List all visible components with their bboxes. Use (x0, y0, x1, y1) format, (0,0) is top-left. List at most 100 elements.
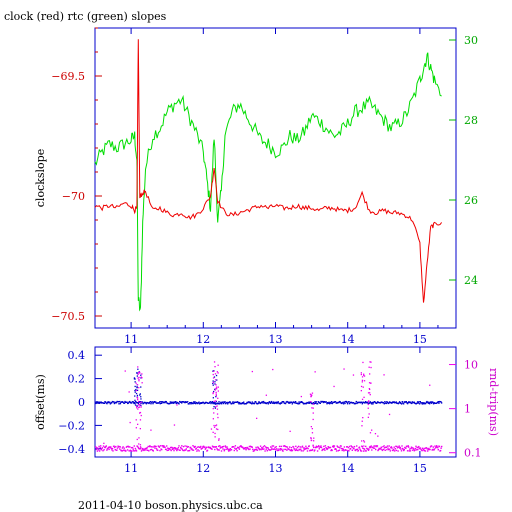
rndtrip-point (374, 445, 376, 447)
rndtrip-point (137, 373, 139, 375)
rndtrip-point (138, 372, 140, 374)
rndtrip-point (417, 448, 419, 451)
rndtrip-point (133, 450, 135, 452)
offset-point (361, 403, 363, 405)
rndtrip-point (400, 448, 402, 450)
rndtrip-point (353, 447, 355, 450)
offset-point (395, 401, 397, 403)
offset-point (278, 402, 281, 405)
offset-point (258, 402, 261, 404)
offset-point (310, 401, 312, 404)
rndtrip-point (258, 447, 260, 450)
rndtrip-point (407, 445, 409, 447)
offset-point (420, 402, 423, 404)
rndtrip-point (261, 447, 263, 449)
offset-point (99, 402, 101, 404)
rndtrip-point (384, 449, 386, 451)
rndtrip-point (215, 424, 218, 426)
rndtrip-point (115, 445, 117, 448)
rndtrip-point (283, 448, 285, 451)
offset-point (288, 402, 290, 404)
rndtrip-point (396, 447, 399, 449)
rndtrip-point (154, 447, 156, 449)
rndtrip-point (343, 450, 345, 452)
offset-point (356, 402, 358, 405)
rndtrip-point (111, 449, 113, 451)
rndtrip-point (204, 446, 206, 448)
rndtrip-point (135, 427, 137, 429)
offset-point (279, 403, 281, 405)
offset-point (380, 401, 383, 403)
offset-point (370, 403, 373, 405)
rndtrip-point (380, 447, 382, 450)
rndtrip-point (434, 447, 437, 449)
rndtrip-point (347, 449, 349, 452)
rndtrip-point (100, 449, 102, 451)
rndtrip-point (214, 366, 216, 368)
upper-left-tick-label: −70.5 (51, 310, 85, 323)
offset-point (425, 401, 427, 404)
rndtrip-point (422, 449, 424, 451)
offset-point (137, 368, 139, 370)
offset-point (327, 402, 329, 404)
offset-point (298, 402, 301, 405)
rndtrip-point (375, 448, 377, 451)
rndtrip-point (272, 368, 274, 371)
offset-point (344, 400, 347, 403)
rndtrip-point (429, 384, 431, 386)
rndtrip-point (295, 448, 298, 450)
rndtrip-point (159, 445, 162, 447)
rndtrip-point (213, 361, 216, 363)
offset-point (257, 402, 259, 404)
rndtrip-point (350, 445, 352, 447)
offset-point (106, 402, 108, 405)
rndtrip-point (312, 412, 314, 414)
rndtrip-point (367, 448, 369, 450)
rndtrip-point (180, 446, 182, 449)
offset-point (416, 401, 419, 403)
rndtrip-point (259, 445, 262, 447)
offset-point (418, 401, 420, 403)
rndtrip-point (398, 445, 400, 447)
rndtrip-point (337, 446, 339, 448)
offset-point (319, 402, 321, 404)
rndtrip-point (180, 447, 182, 450)
offset-point (364, 402, 366, 404)
rndtrip-point (312, 403, 315, 405)
rndtrip-point (429, 448, 431, 451)
rndtrip-point (213, 412, 215, 414)
rndtrip-point (210, 428, 213, 430)
rndtrip-point (368, 413, 370, 415)
rndtrip-point (274, 446, 276, 449)
rndtrip-point (172, 447, 174, 449)
rndtrip-point (396, 445, 398, 448)
rndtrip-point (367, 416, 369, 418)
offset-point (427, 402, 429, 404)
offset-point (220, 401, 222, 403)
rndtrip-point (107, 446, 110, 448)
rndtrip-point (372, 446, 374, 448)
offset-point (382, 402, 385, 404)
offset-point (243, 401, 245, 403)
offset-point (214, 403, 217, 405)
rndtrip-point (212, 408, 214, 410)
rndtrip-point (217, 386, 219, 388)
rndtrip-point (244, 448, 246, 450)
rndtrip-point (314, 371, 316, 373)
rndtrip-point (166, 445, 168, 447)
offset-point (372, 401, 375, 404)
offset-point (422, 402, 424, 404)
rndtrip-point (438, 445, 441, 448)
rndtrip-point (352, 374, 355, 376)
rndtrip-point (136, 384, 139, 386)
rndtrip-point (150, 448, 153, 451)
rndtrip-point (415, 449, 418, 451)
offset-point (374, 401, 376, 403)
offset-point (313, 403, 315, 405)
rndtrip-point (144, 447, 147, 450)
offset-point (434, 402, 437, 404)
rndtrip-point (262, 446, 265, 448)
rndtrip-point (218, 438, 220, 440)
offset-point (307, 402, 309, 404)
rndtrip-point (179, 449, 181, 451)
